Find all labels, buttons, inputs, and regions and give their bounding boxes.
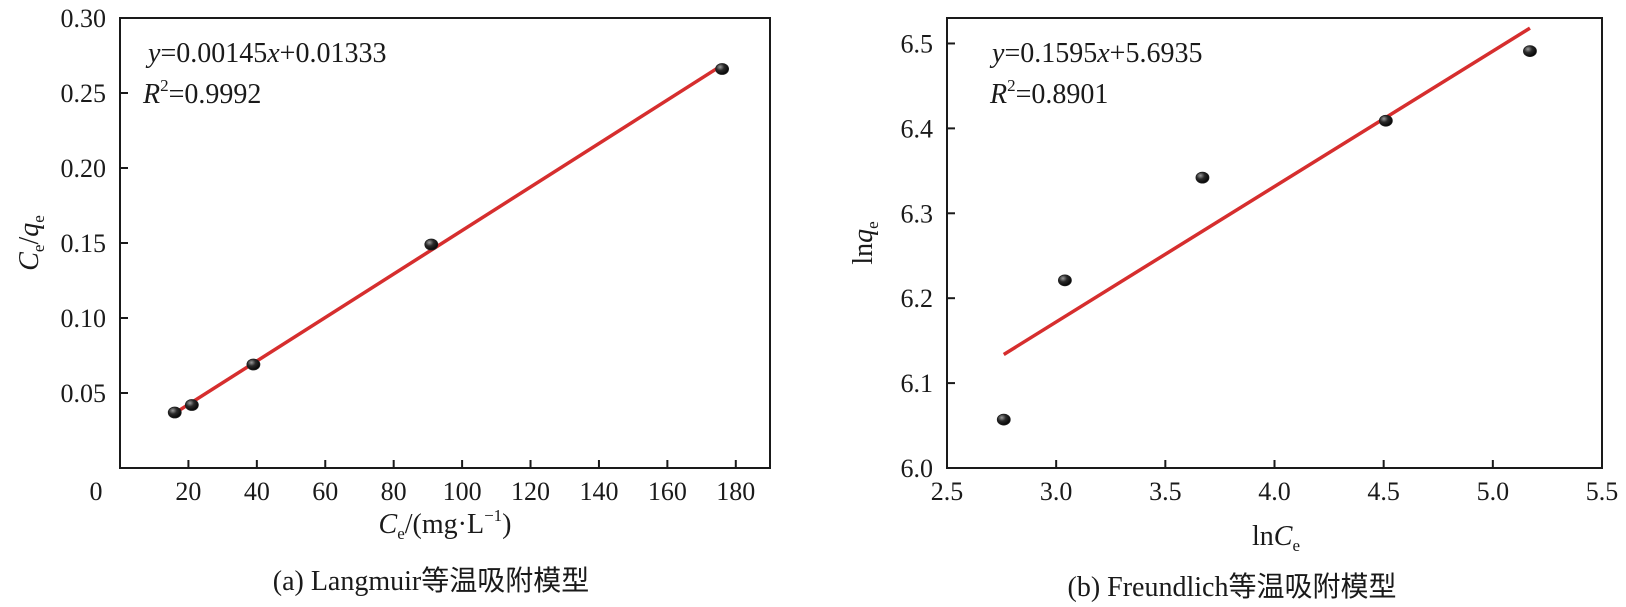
freundlich-data-point (996, 413, 1011, 426)
freundlich-equation: y=0.1595x+5.6935 (989, 38, 1202, 69)
freundlich-data-point (1195, 171, 1210, 184)
freundlich-y-tick-label: 6.5 (901, 29, 934, 58)
langmuir-x-tick-label: 80 (381, 477, 407, 506)
freundlich-y-tick-label: 6.3 (901, 199, 934, 228)
langmuir-x-tick-label: 100 (443, 477, 482, 506)
freundlich-y-tick-label: 6.0 (901, 454, 934, 483)
freundlich-data-point (1058, 274, 1072, 287)
langmuir-x-tick-label: 0 (90, 477, 103, 506)
freundlich-ticks: 2.5 3.0 3.5 4.0 4.5 5.0 5.5 6.0 6.1 6.2 6.3 6.4 6.5 (901, 29, 1619, 506)
langmuir-r2: R2=0.9992 (142, 76, 261, 110)
langmuir-y-tick-label: 0.10 (61, 304, 107, 333)
langmuir-y-tick-label: 0.30 (61, 4, 107, 33)
freundlich-data-point (1378, 114, 1393, 127)
langmuir-x-tick-label: 140 (579, 477, 618, 506)
freundlich-x-tick-label: 5.5 (1586, 477, 1619, 506)
langmuir-points (167, 63, 730, 419)
freundlich-caption: (b) Freundlich等温吸附模型 (1068, 571, 1397, 603)
langmuir-y-tick-label: 0.15 (61, 229, 107, 258)
langmuir-data-point (715, 63, 730, 75)
freundlich-y-tick-label: 6.4 (901, 114, 934, 143)
freundlich-data-point (1523, 45, 1537, 58)
freundlich-x-tick-label: 5.0 (1477, 477, 1510, 506)
langmuir-y-tick-label: 0.25 (61, 79, 107, 108)
langmuir-x-tick-label: 20 (175, 477, 201, 506)
langmuir-data-point (167, 406, 182, 419)
langmuir-data-point (246, 358, 261, 371)
langmuir-caption: (a) Langmuir等温吸附模型 (273, 565, 590, 597)
freundlich-x-tick-label: 3.5 (1149, 477, 1182, 506)
langmuir-chart: 0 20 40 60 80 100 120 140 160 180 0.05 0.10 0.15 0.20… (14, 4, 771, 597)
langmuir-x-tick-label: 160 (648, 477, 687, 506)
freundlich-y-axis-label: lnqe (848, 221, 882, 264)
langmuir-y-tick-label: 0.20 (61, 154, 107, 183)
langmuir-fit-line (173, 63, 724, 415)
langmuir-ticks: 0 20 40 60 80 100 120 140 160 180 0.05 0.10 0.15 0.20… (61, 4, 756, 506)
freundlich-points (996, 45, 1537, 426)
langmuir-equation: y=0.00145x+0.01333 (145, 38, 386, 69)
langmuir-data-point (424, 238, 439, 251)
freundlich-y-tick-label: 6.1 (901, 369, 934, 398)
langmuir-x-axis-label: Ce/(mg·L−1) (379, 506, 512, 543)
freundlich-chart: 2.5 3.0 3.5 4.0 4.5 5.0 5.56.06.16.26.36.46.5 … (848, 17, 1619, 603)
langmuir-x-tick-label: 180 (716, 477, 755, 506)
langmuir-x-tick-label: 120 (511, 477, 550, 506)
langmuir-x-tick-label: 40 (244, 477, 270, 506)
freundlich-fit-line (1002, 26, 1531, 356)
freundlich-x-tick-label: 3.0 (1040, 477, 1073, 506)
langmuir-y-axis-label: Ce/qe (14, 215, 48, 271)
freundlich-x-tick-label: 4.0 (1258, 477, 1291, 506)
langmuir-data-point (184, 399, 199, 411)
freundlich-y-tick-label: 6.2 (901, 284, 934, 313)
freundlich-x-tick-label: 2.5 (931, 477, 964, 506)
freundlich-r2: R2=0.8901 (989, 76, 1108, 110)
langmuir-y-tick-label: 0.05 (61, 379, 107, 408)
langmuir-x-tick-label: 60 (312, 477, 338, 506)
freundlich-x-tick-label: 4.5 (1367, 477, 1400, 506)
freundlich-x-axis-label: lnCe (1252, 521, 1300, 555)
